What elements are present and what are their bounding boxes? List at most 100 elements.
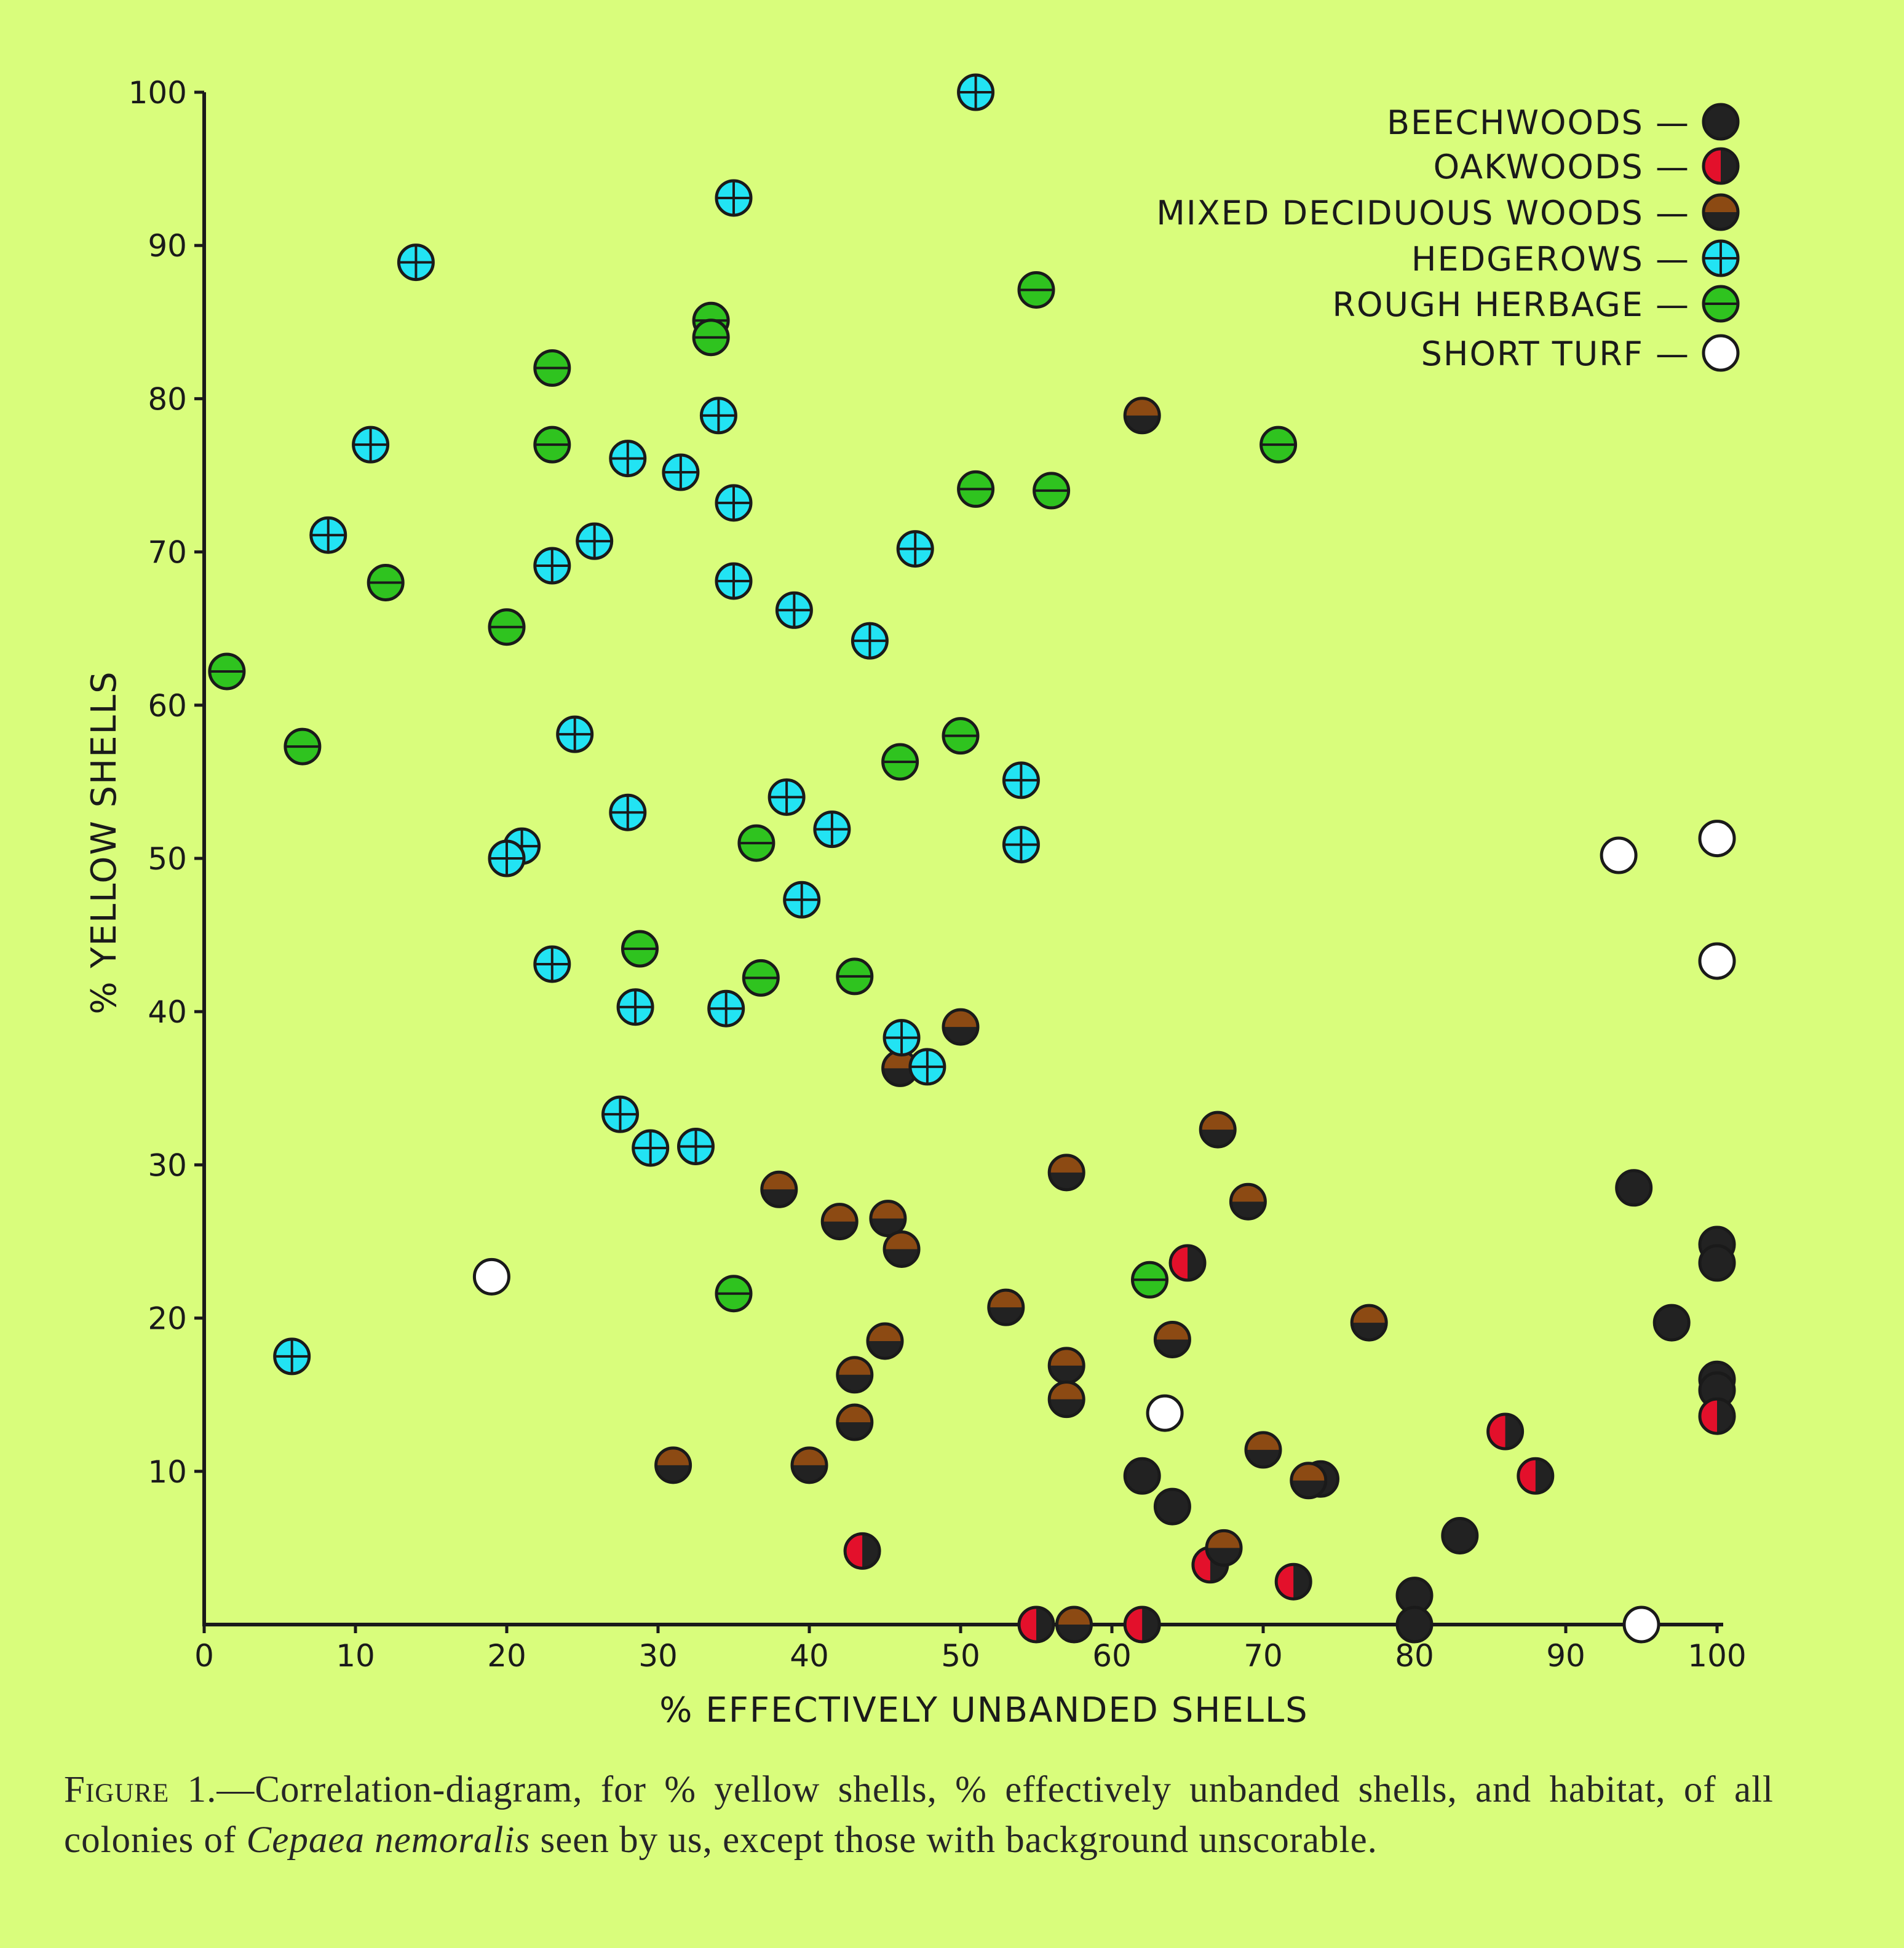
legend-symbol-beech xyxy=(1702,103,1740,141)
point-mixed xyxy=(883,1230,921,1268)
point-hedge xyxy=(677,1127,715,1165)
x-tick-label: 70 xyxy=(1244,1638,1283,1674)
point-rough xyxy=(621,930,659,968)
point-mixed xyxy=(1199,1111,1237,1149)
point-hedge xyxy=(576,522,614,560)
y-tick-label: 70 xyxy=(148,535,187,571)
x-tick-label: 80 xyxy=(1395,1638,1434,1674)
legend-label: OAKWOODS — xyxy=(1434,148,1690,186)
legend-item-turf: SHORT TURF — xyxy=(1421,334,1740,373)
point-mixed xyxy=(942,1008,980,1046)
point-mixed xyxy=(1047,1380,1085,1419)
point-hedge xyxy=(715,484,753,522)
point-hedge xyxy=(896,530,934,568)
point-oak xyxy=(1698,1397,1736,1435)
caption-text-1: —Correlation-diagram, for % yellow shell… xyxy=(64,1769,1774,1861)
point-oak xyxy=(1168,1244,1207,1282)
y-tick-label: 20 xyxy=(148,1301,187,1337)
point-mixed xyxy=(866,1322,904,1360)
legend-label: HEDGEROWS — xyxy=(1411,240,1690,279)
point-mixed xyxy=(760,1170,798,1208)
point-hedge xyxy=(632,1129,670,1167)
point-hedge xyxy=(783,881,821,919)
point-hedge xyxy=(707,989,745,1027)
point-hedge xyxy=(957,73,995,111)
point-mixed xyxy=(1055,1606,1093,1644)
point-mixed xyxy=(1244,1431,1282,1469)
point-rough xyxy=(942,717,980,755)
point-rough xyxy=(284,727,322,766)
point-hedge xyxy=(533,547,571,585)
y-tick-label: 30 xyxy=(148,1147,187,1183)
point-rough xyxy=(737,824,775,862)
point-rough xyxy=(1017,271,1055,309)
legend-item-hedge: HEDGEROWS — xyxy=(1411,239,1740,279)
point-turf xyxy=(1146,1394,1184,1432)
point-hedge xyxy=(609,793,647,831)
point-mixed xyxy=(1290,1462,1328,1500)
point-mixed xyxy=(1205,1529,1243,1567)
point-rough xyxy=(881,743,919,781)
point-hedge xyxy=(1002,761,1040,799)
point-mixed xyxy=(1153,1320,1191,1358)
y-tick-label: 60 xyxy=(148,688,187,724)
point-hedge xyxy=(488,839,526,877)
point-oak xyxy=(1274,1562,1312,1601)
legend-symbol-hedge xyxy=(1702,239,1740,277)
y-tick-label: 80 xyxy=(148,381,187,417)
point-mixed xyxy=(987,1288,1025,1326)
point-oak xyxy=(1123,1606,1161,1644)
y-tick-label: 10 xyxy=(148,1454,187,1490)
point-hedge xyxy=(775,591,813,629)
point-hedge xyxy=(273,1337,311,1376)
point-beech xyxy=(1123,1457,1161,1495)
legend-label: BEECHWOODS — xyxy=(1387,103,1690,142)
caption-species: Cepaea nemoralis xyxy=(246,1819,531,1861)
point-hedge xyxy=(352,426,390,464)
legend: BEECHWOODS — OAKWOODS — MIXED DECIDUOUS WO… xyxy=(1156,103,1740,373)
point-rough xyxy=(715,1275,753,1313)
point-rough xyxy=(957,470,995,508)
point-hedge xyxy=(616,988,654,1026)
x-tick-label: 10 xyxy=(336,1638,375,1674)
point-hedge xyxy=(601,1095,639,1133)
point-beech xyxy=(1615,1169,1653,1207)
point-beech xyxy=(1698,1244,1736,1282)
x-tick-label: 20 xyxy=(487,1638,526,1674)
legend-item-beech: BEECHWOODS — xyxy=(1387,103,1740,142)
legend-item-mixed: MIXED DECIDUOUS WOODS — xyxy=(1156,193,1740,232)
point-rough xyxy=(367,563,405,601)
figure-caption: Figure 1.—Correlation-diagram, for % yel… xyxy=(64,1765,1774,1866)
point-hedge xyxy=(662,453,700,491)
point-rough xyxy=(1131,1261,1168,1299)
legend-item-rough: ROUGH HERBAGE — xyxy=(1332,285,1740,324)
point-oak xyxy=(1486,1412,1525,1451)
series-beech xyxy=(1123,1169,1736,1644)
point-hedge xyxy=(397,244,435,282)
point-hedge xyxy=(609,440,647,478)
legend-symbol-rough xyxy=(1702,285,1740,323)
legend-symbol-turf xyxy=(1702,334,1740,372)
point-mixed xyxy=(1123,397,1161,435)
point-oak xyxy=(843,1532,881,1570)
y-tick-label: 100 xyxy=(129,75,187,111)
legend-label: ROUGH HERBAGE — xyxy=(1332,285,1690,324)
caption-text-2: seen by us, except those with background… xyxy=(530,1819,1378,1861)
point-beech xyxy=(1153,1487,1191,1526)
point-rough xyxy=(208,652,246,691)
point-mixed xyxy=(1047,1347,1085,1385)
point-hedge xyxy=(768,778,806,816)
ticks: 0 10 20 30 40 50 60 70 80 90 100 10 20 30 40 50 60 70 80 90… xyxy=(129,75,1747,1674)
x-tick-label: 50 xyxy=(941,1638,980,1674)
series-mixed xyxy=(654,397,1388,1644)
point-rough xyxy=(692,319,730,357)
series-hedge xyxy=(273,73,1040,1376)
series-rough xyxy=(208,271,1298,1313)
x-tick-label: 0 xyxy=(194,1638,214,1674)
point-oak xyxy=(1017,1606,1055,1644)
point-hedge xyxy=(533,945,571,983)
point-mixed xyxy=(836,1356,874,1394)
point-rough xyxy=(742,959,780,997)
point-hedge xyxy=(813,810,851,849)
